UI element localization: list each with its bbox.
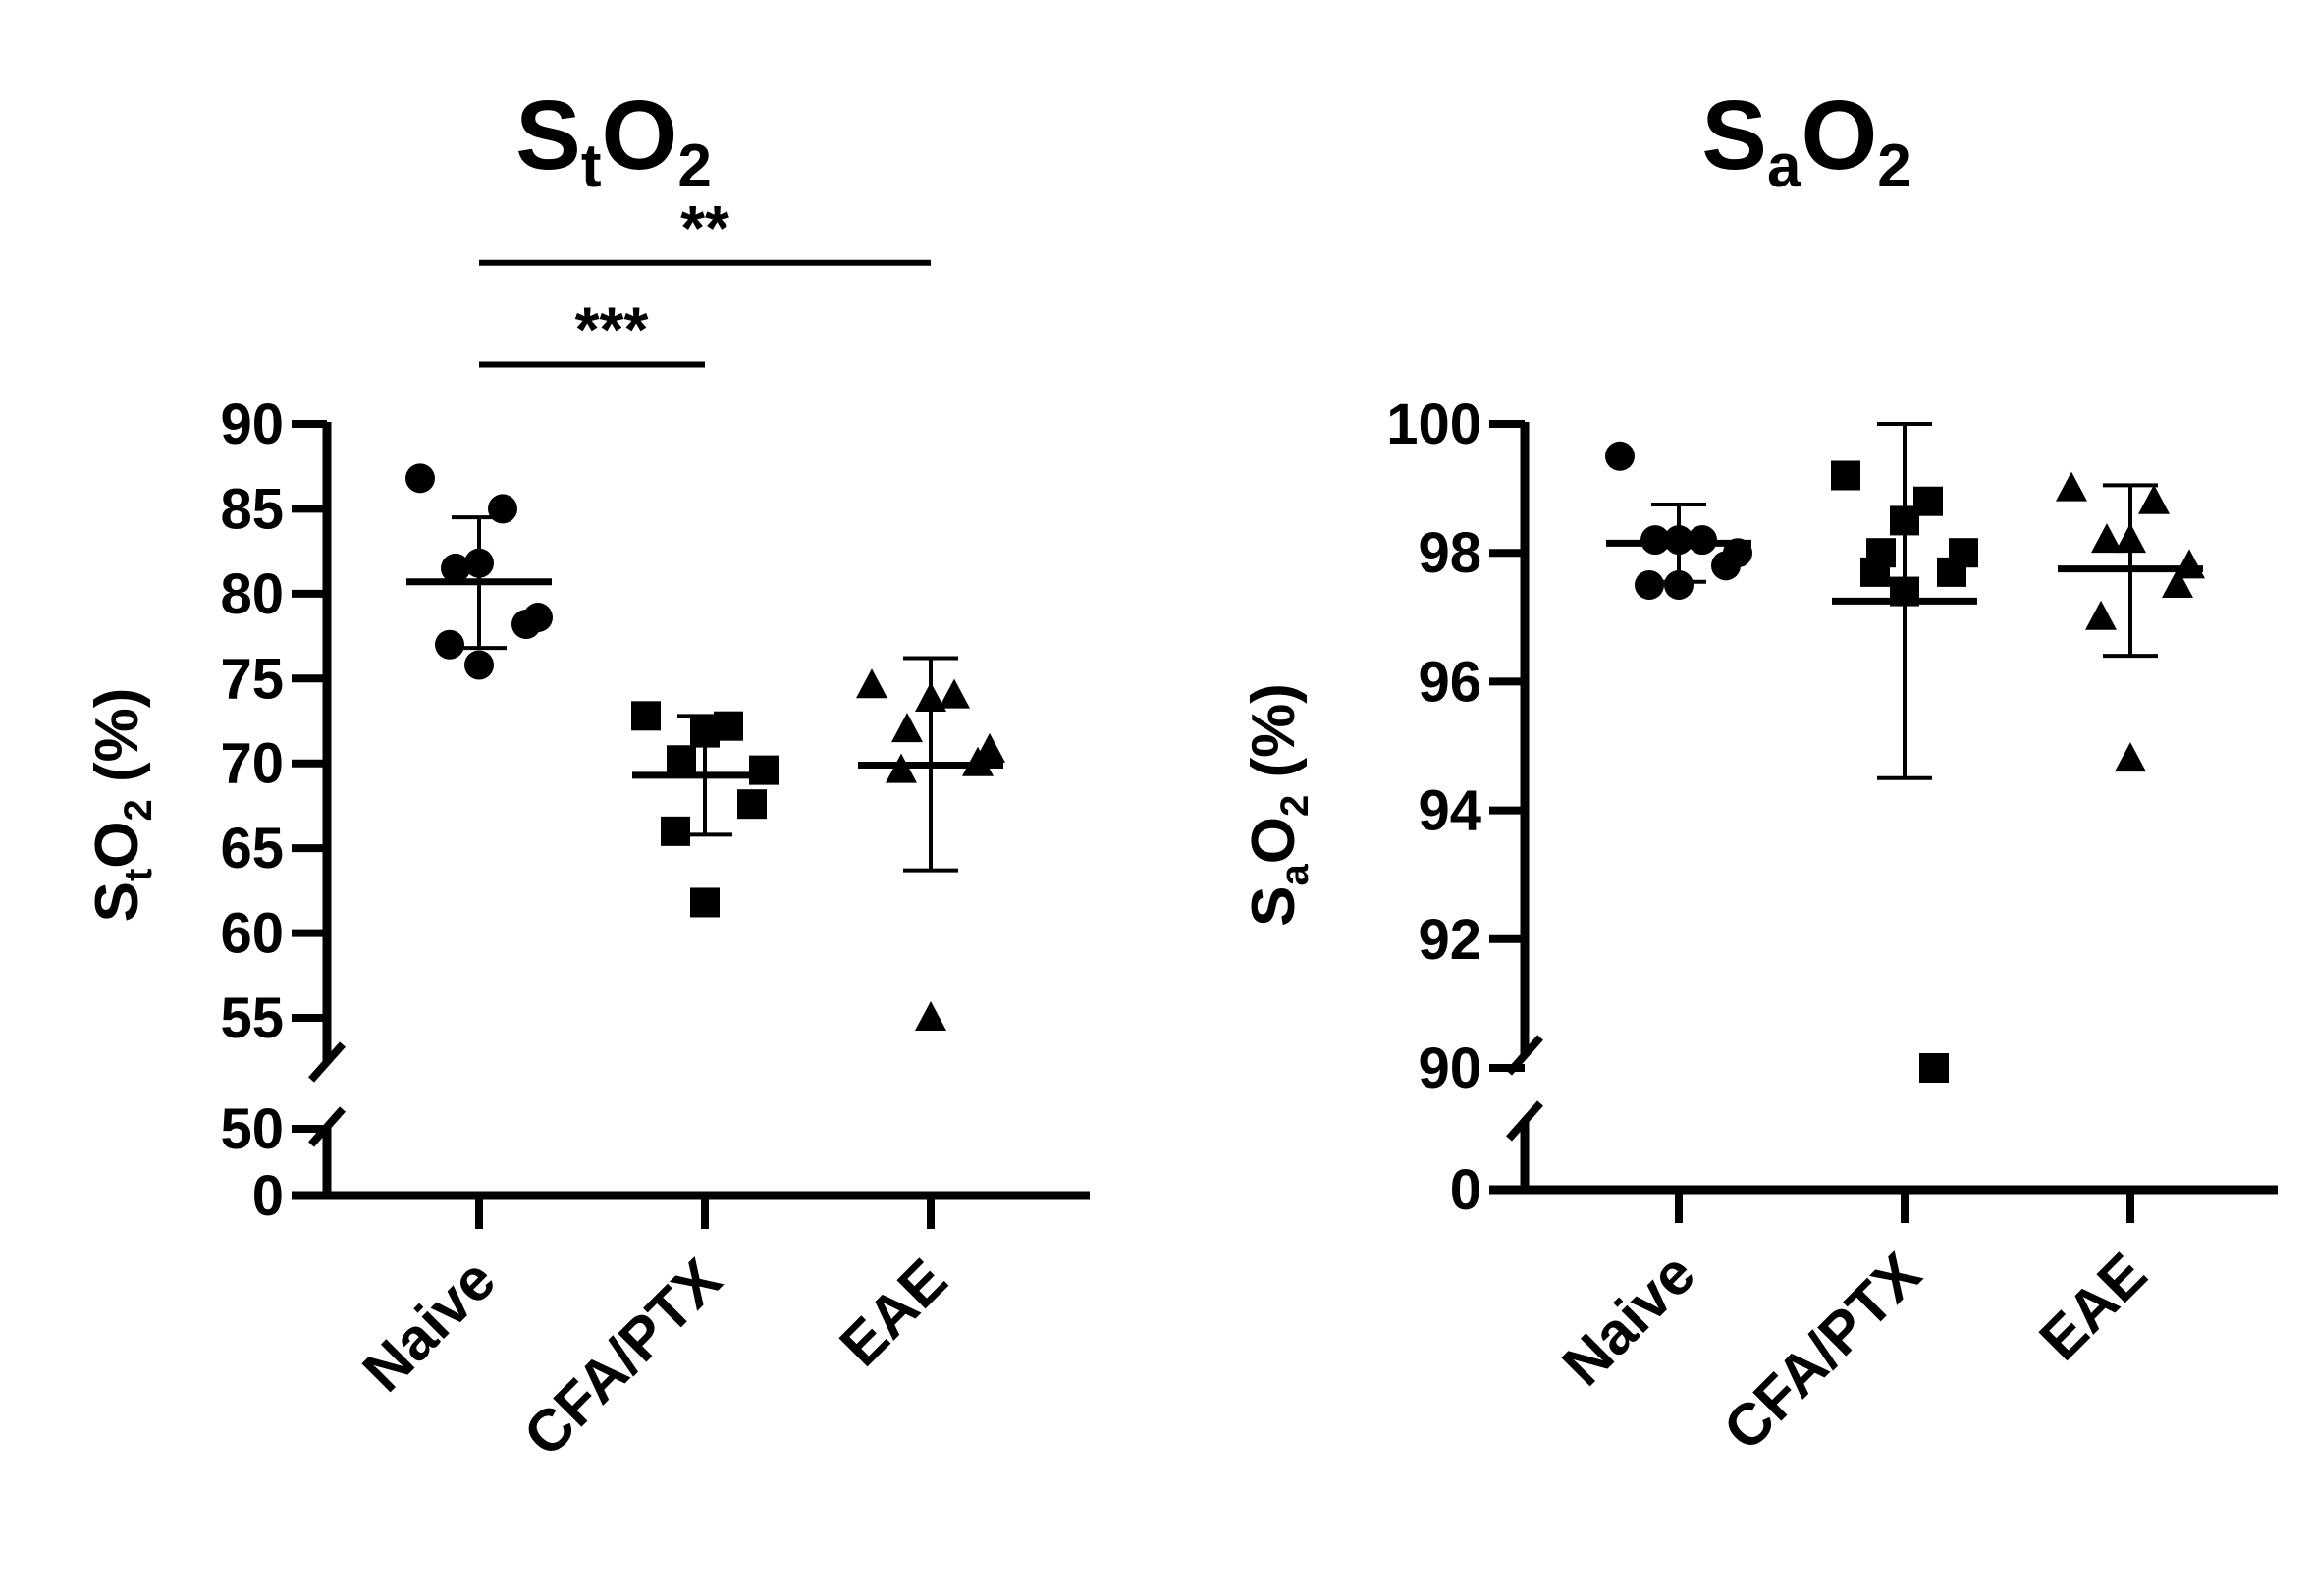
data-point-circle [1605, 441, 1635, 471]
data-point-circle [1711, 551, 1741, 581]
data-point-triangle [962, 746, 994, 776]
y-tick-label: 0 [1450, 1158, 1481, 1222]
data-point-circle [441, 553, 470, 583]
data-point-triangle [891, 713, 923, 743]
significance-label: ** [680, 192, 729, 263]
data-point-triangle [2115, 742, 2146, 772]
y-tick-label: 60 [220, 902, 284, 966]
x-tick-label: EAE [2027, 1241, 2160, 1373]
data-point-triangle [2174, 549, 2205, 579]
y-tick-label: 75 [220, 647, 284, 711]
data-point-square [690, 718, 720, 748]
y-tick-label: 94 [1418, 779, 1481, 843]
y-tick-label: 80 [220, 562, 284, 626]
data-point-circle [511, 609, 541, 639]
data-point-triangle [939, 678, 970, 709]
y-tick-label: 96 [1418, 650, 1481, 714]
data-point-square [661, 816, 690, 846]
data-point-square [1831, 460, 1860, 491]
data-point-triangle [2162, 568, 2193, 598]
axis-break-mark [308, 1041, 346, 1083]
data-point-square [1890, 576, 1919, 607]
panel-sao2: SaO2 SaO2 (%) 90 92 94 96 98 100 0 Naive CFA/PTX… [1240, 80, 2278, 1463]
data-point-square [690, 887, 720, 918]
data-point-square [1860, 557, 1890, 587]
data-point-triangle [886, 753, 917, 783]
chart-title: SaO2 [1701, 80, 1910, 200]
x-tick-label: Naive [1550, 1241, 1708, 1399]
data-point-circle [1664, 525, 1694, 556]
y-tick-label: 90 [220, 393, 284, 456]
data-point-triangle [915, 1001, 946, 1031]
significance-label: *** [575, 294, 649, 365]
y-tick-label: 0 [252, 1164, 284, 1228]
y-tick-label: 90 [1418, 1037, 1481, 1100]
y-tick-label: 70 [220, 732, 284, 796]
x-tick-label: Naive [350, 1247, 509, 1405]
y-tick-label: 55 [220, 986, 284, 1050]
data-point-triangle [2091, 523, 2123, 554]
x-tick-label: CFA/PTX [1711, 1241, 1934, 1463]
data-point-triangle [2056, 471, 2087, 502]
data-point-square [737, 789, 767, 820]
data-point-circle [464, 548, 494, 578]
data-point-triangle [856, 668, 887, 699]
data-point-circle [435, 629, 464, 660]
data-point-circle [1664, 570, 1694, 600]
data-point-triangle [915, 682, 946, 713]
data-point-square [631, 701, 661, 731]
data-point-circle [405, 463, 435, 494]
data-point-square [749, 755, 779, 785]
y-tick-label: 98 [1418, 521, 1481, 585]
data-point-circle [1688, 525, 1717, 556]
y-tick-label: 50 [220, 1097, 284, 1161]
panel-sto2: StO2 StO2 (%) 55 60 65 70 75 80 85 90 050 Naive CF… [83, 80, 1090, 1468]
x-tick-label: CFA/PTX [511, 1247, 734, 1469]
data-point-square [1890, 505, 1919, 536]
data-point-square [1937, 557, 1966, 587]
axis-break-mark [1506, 1100, 1543, 1142]
y-tick-label: 85 [220, 477, 284, 541]
data-point-circle [488, 494, 517, 524]
y-tick-label: 92 [1418, 908, 1481, 972]
y-axis-label: SaO2 (%) [1240, 683, 1317, 927]
data-point-circle [464, 650, 494, 680]
y-tick-label: 100 [1386, 393, 1481, 456]
data-point-square [667, 745, 696, 775]
data-point-circle [1640, 525, 1670, 556]
data-point-triangle [2115, 523, 2146, 554]
data-point-triangle [2085, 600, 2117, 630]
data-point-circle [1635, 570, 1664, 600]
data-point-triangle [2138, 484, 2170, 514]
x-tick-label: EAE [828, 1247, 960, 1379]
y-tick-label: 65 [220, 817, 284, 880]
chart-title: StO2 [515, 80, 712, 200]
data-point-square [1919, 1053, 1949, 1083]
y-axis-label: StO2 (%) [83, 688, 160, 923]
